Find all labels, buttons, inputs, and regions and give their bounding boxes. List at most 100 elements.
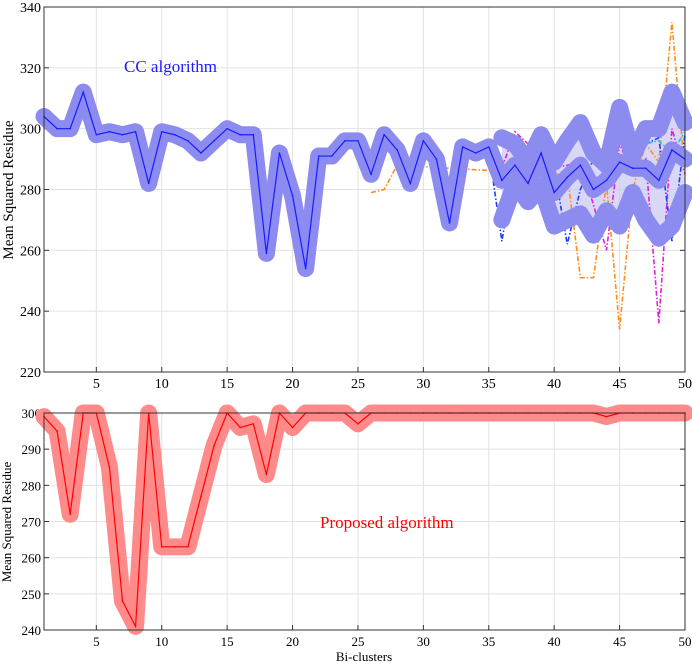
top-data-point: [239, 133, 242, 136]
top-data-point: [527, 182, 529, 185]
top-data-point: [95, 133, 98, 136]
bottom-y-axis-label: Mean Squared Residue: [0, 461, 14, 582]
top-y-tick-label: 300: [20, 123, 41, 138]
top-data-point: [553, 191, 555, 194]
bottom-x-tick-label: 30: [417, 634, 430, 649]
top-data-point: [658, 179, 660, 182]
top-data-point: [592, 188, 595, 191]
top-data-point: [501, 179, 503, 182]
top-data-point: [422, 140, 425, 142]
top-data-point: [383, 133, 385, 136]
bottom-data-point: [174, 546, 176, 548]
top-y-tick-label: 280: [20, 184, 41, 199]
top-data-point: [134, 130, 137, 133]
top-data-point: [226, 127, 228, 130]
top-data-point: [631, 167, 634, 170]
bottom-x-tick-label: 5: [93, 634, 100, 649]
top-data-point: [56, 127, 58, 130]
top-data-point: [618, 161, 621, 163]
bottom-data-point: [134, 625, 137, 628]
top-data-point: [121, 133, 124, 136]
top-data-point: [370, 173, 372, 176]
top-plot-frame: [43, 6, 686, 373]
top-data-point: [435, 158, 438, 160]
top-y-tick-label: 340: [20, 1, 41, 16]
top-x-tick-label: 5: [93, 377, 100, 392]
top-data-point: [605, 179, 608, 182]
top-annotation: CC algorithm: [124, 57, 217, 76]
top-upper-envelope: [493, 83, 692, 174]
top-data-point: [566, 176, 569, 179]
bottom-y-tick-label: 260: [22, 551, 42, 566]
top-x-tick-label: 50: [678, 377, 692, 392]
top-data-point: [200, 152, 202, 154]
top-x-tick-label: 20: [286, 377, 300, 392]
top-data-point: [579, 164, 582, 166]
top-x-tick-label: 10: [155, 377, 169, 392]
top-data-point: [252, 133, 255, 136]
bottom-data-point: [56, 430, 58, 432]
bottom-x-tick-label: 25: [351, 634, 364, 649]
top-y-tick-label: 320: [20, 62, 41, 77]
top-data-point: [147, 182, 150, 185]
top-y-tick-label: 220: [20, 366, 41, 381]
bottom-data-point: [605, 415, 608, 418]
top-x-tick-label: 30: [416, 377, 430, 392]
bottom-y-tick-label: 270: [22, 515, 42, 530]
cc-algorithm-panel: 5 10 15 20 25 30 35 40 45 50 220 240 260 280 300 320 340: [20, 1, 692, 392]
bottom-x-tick-label: 40: [548, 634, 561, 649]
top-data-point: [174, 133, 176, 136]
bottom-x-tick-label: 35: [482, 634, 495, 649]
top-data-point: [278, 152, 281, 154]
bottom-data-point: [213, 444, 215, 447]
top-data-point: [291, 194, 294, 197]
top-x-tick-label: 15: [220, 377, 234, 392]
top-data-point: [461, 146, 464, 148]
top-data-point: [344, 140, 346, 142]
bottom-x-tick-label: 15: [221, 634, 234, 649]
top-lower-envelope: [493, 174, 692, 247]
top-y-axis-label: Mean Squared Residue: [1, 120, 17, 259]
bottom-plot-frame: [43, 412, 686, 631]
bottom-x-tick-label: 10: [155, 634, 168, 649]
top-data-point: [108, 130, 111, 133]
bottom-data-point: [69, 513, 71, 516]
bottom-data-point: [121, 600, 124, 602]
top-data-point: [82, 91, 85, 93]
top-data-point: [160, 130, 163, 133]
top-data-point: [409, 182, 412, 185]
top-data-point: [330, 155, 333, 157]
bottom-data-point: [187, 546, 189, 548]
bottom-data-point: [357, 423, 359, 425]
top-data-point: [644, 167, 647, 170]
top-main-series-line: [43, 90, 686, 269]
top-data-point: [448, 222, 451, 224]
bottom-y-tick-label: 240: [22, 623, 42, 638]
bottom-y-tick-label: 250: [22, 587, 42, 602]
bottom-data-point: [200, 495, 202, 497]
top-data-point: [474, 152, 477, 154]
top-x-tick-label: 35: [482, 377, 496, 392]
top-data-point: [187, 140, 189, 142]
top-data-point: [357, 140, 359, 142]
bottom-x-tick-label: 45: [613, 634, 626, 649]
bottom-data-point: [265, 473, 268, 476]
bottom-x-tick-label: 50: [679, 634, 692, 649]
bottom-data-point: [239, 426, 242, 429]
bottom-data-point: [108, 466, 111, 469]
top-y-tick-label: 240: [20, 305, 41, 320]
bottom-data-point: [291, 426, 294, 429]
top-data-point: [304, 267, 307, 270]
bottom-x-tick-label: 20: [286, 634, 299, 649]
bottom-y-tick-label: 280: [22, 478, 42, 493]
bottom-annotation: Proposed algorithm: [320, 513, 454, 532]
top-data-point: [487, 146, 490, 148]
top-data-point: [265, 252, 268, 255]
top-data-point: [671, 149, 673, 151]
x-axis-label: Bi-clusters: [336, 649, 392, 664]
top-x-tick-label: 45: [613, 377, 627, 392]
top-data-point: [213, 140, 215, 142]
top-data-point: [540, 152, 542, 154]
